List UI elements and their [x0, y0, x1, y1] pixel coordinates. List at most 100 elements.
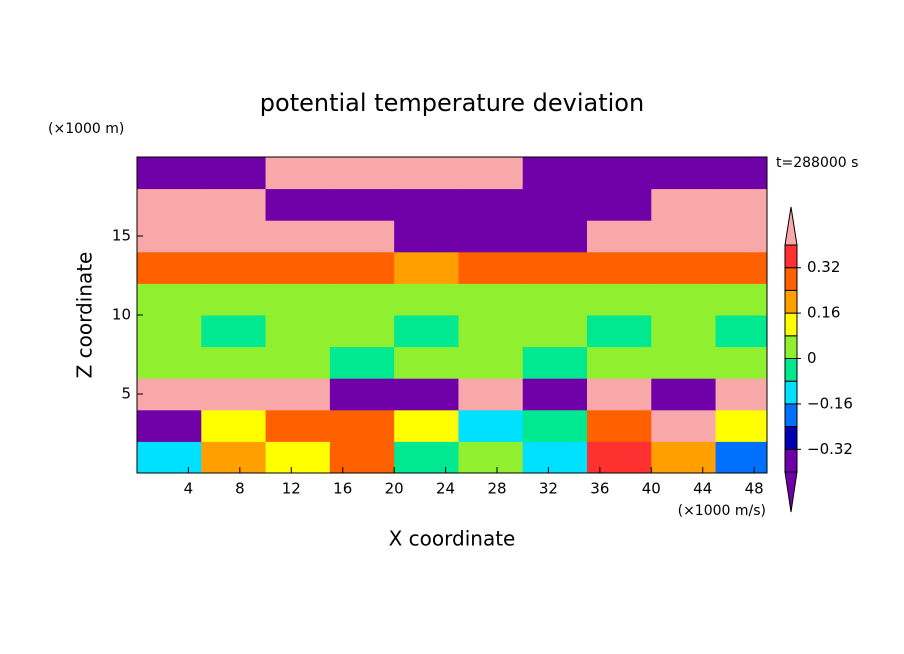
contour-cell [522, 188, 588, 221]
contour-cell [201, 378, 267, 411]
contour-cell [265, 157, 331, 190]
contour-cell [137, 441, 202, 474]
contour-cell [394, 157, 459, 190]
time-label: t=288000 s [776, 155, 858, 171]
contour-cell [458, 283, 524, 316]
x-tick-label: 24 [436, 480, 455, 498]
contour-cell [522, 157, 588, 190]
y-unit: (×1000 m) [48, 121, 124, 137]
contour-cell [651, 409, 717, 442]
contour-cell [394, 251, 459, 284]
contour-cell [394, 378, 459, 411]
contour-cell [651, 188, 717, 221]
contour-cell [137, 378, 202, 411]
contour-cell [587, 441, 652, 474]
contour-cell [329, 220, 395, 253]
contour-cell [265, 346, 331, 379]
x-unit: (×1000 m/s) [678, 503, 766, 519]
contour-cell [329, 188, 395, 221]
contour-cell [458, 220, 524, 253]
colorbar-box [784, 312, 798, 337]
contour-cell [329, 283, 395, 316]
contour-cell [715, 251, 768, 284]
contour-cell [715, 441, 768, 474]
contour-cell [458, 378, 524, 411]
x-tick-label: 40 [642, 480, 661, 498]
contour-cell [201, 315, 267, 348]
contour-cell [651, 283, 717, 316]
y-tick-label: 10 [112, 306, 131, 324]
y-tick-label: 5 [121, 385, 131, 403]
contour-cell [137, 251, 202, 284]
contour-cell [587, 378, 652, 411]
contour-cell [201, 441, 267, 474]
contour-cell [458, 157, 524, 190]
chart-title: potential temperature deviation [260, 89, 644, 117]
colorbar-tick-label: 0 [807, 349, 817, 367]
contour-cell [715, 157, 768, 190]
x-tick-label: 28 [487, 480, 506, 498]
colorbar-tick-label: 0.16 [807, 304, 840, 322]
contour-cell [265, 378, 331, 411]
contour-cell [522, 441, 588, 474]
contour-cell [715, 188, 768, 221]
contour-cell [265, 441, 331, 474]
contour-cell [651, 315, 717, 348]
contour-cell [651, 346, 717, 379]
contour-cell [587, 220, 652, 253]
contour-cell [394, 315, 459, 348]
colorbar-box [784, 426, 798, 450]
contour-cell [394, 409, 459, 442]
contour-cell [651, 251, 717, 284]
contour-cell [587, 188, 652, 221]
x-tick-label: 8 [235, 480, 245, 498]
contour-cell [587, 157, 652, 190]
x-tick-label: 20 [385, 480, 404, 498]
contour-cell [265, 220, 331, 253]
contour-cell [394, 441, 459, 474]
x-tick-label: 4 [184, 480, 194, 498]
x-tick-label: 32 [539, 480, 558, 498]
contour-cell [265, 251, 331, 284]
contour-cell [265, 188, 331, 221]
contour-cell [651, 220, 717, 253]
colorbar-tick-label: −0.32 [807, 440, 853, 458]
contour-cell [522, 283, 588, 316]
contour-cell [715, 346, 768, 379]
contour-cell [265, 283, 331, 316]
colorbar-tick-label: 0.32 [807, 258, 840, 276]
colorbar-box [784, 335, 798, 359]
contour-cell [587, 283, 652, 316]
contour-cell [329, 346, 395, 379]
contour-cell [522, 409, 588, 442]
x-axis-label: X coordinate [389, 527, 516, 551]
contour-cell [137, 157, 202, 190]
x-tick-label: 16 [333, 480, 352, 498]
colorbar-top [784, 206, 798, 246]
contour-cell [201, 157, 267, 190]
colorbar-bottom [784, 471, 798, 513]
y-tick-label: 15 [112, 227, 131, 245]
colorbar-box [784, 358, 798, 382]
contour-cell [201, 220, 267, 253]
colorbar-box [784, 403, 798, 428]
colorbar-box [784, 267, 798, 291]
contour-cell [458, 315, 524, 348]
contour-cell [137, 188, 202, 221]
contour-cell [458, 409, 524, 442]
contour-cell [458, 346, 524, 379]
contour-cell [137, 220, 202, 253]
contour-cell [522, 378, 588, 411]
contour-cell [715, 220, 768, 253]
contour-cell [329, 157, 395, 190]
contour-cell [458, 251, 524, 284]
contour-cell [137, 315, 202, 348]
x-tick-label: 36 [590, 480, 609, 498]
contour-cell [265, 409, 331, 442]
contour-cell [715, 409, 768, 442]
contour-cell [715, 378, 768, 411]
contour-cell [329, 378, 395, 411]
contour-cell [394, 188, 459, 221]
